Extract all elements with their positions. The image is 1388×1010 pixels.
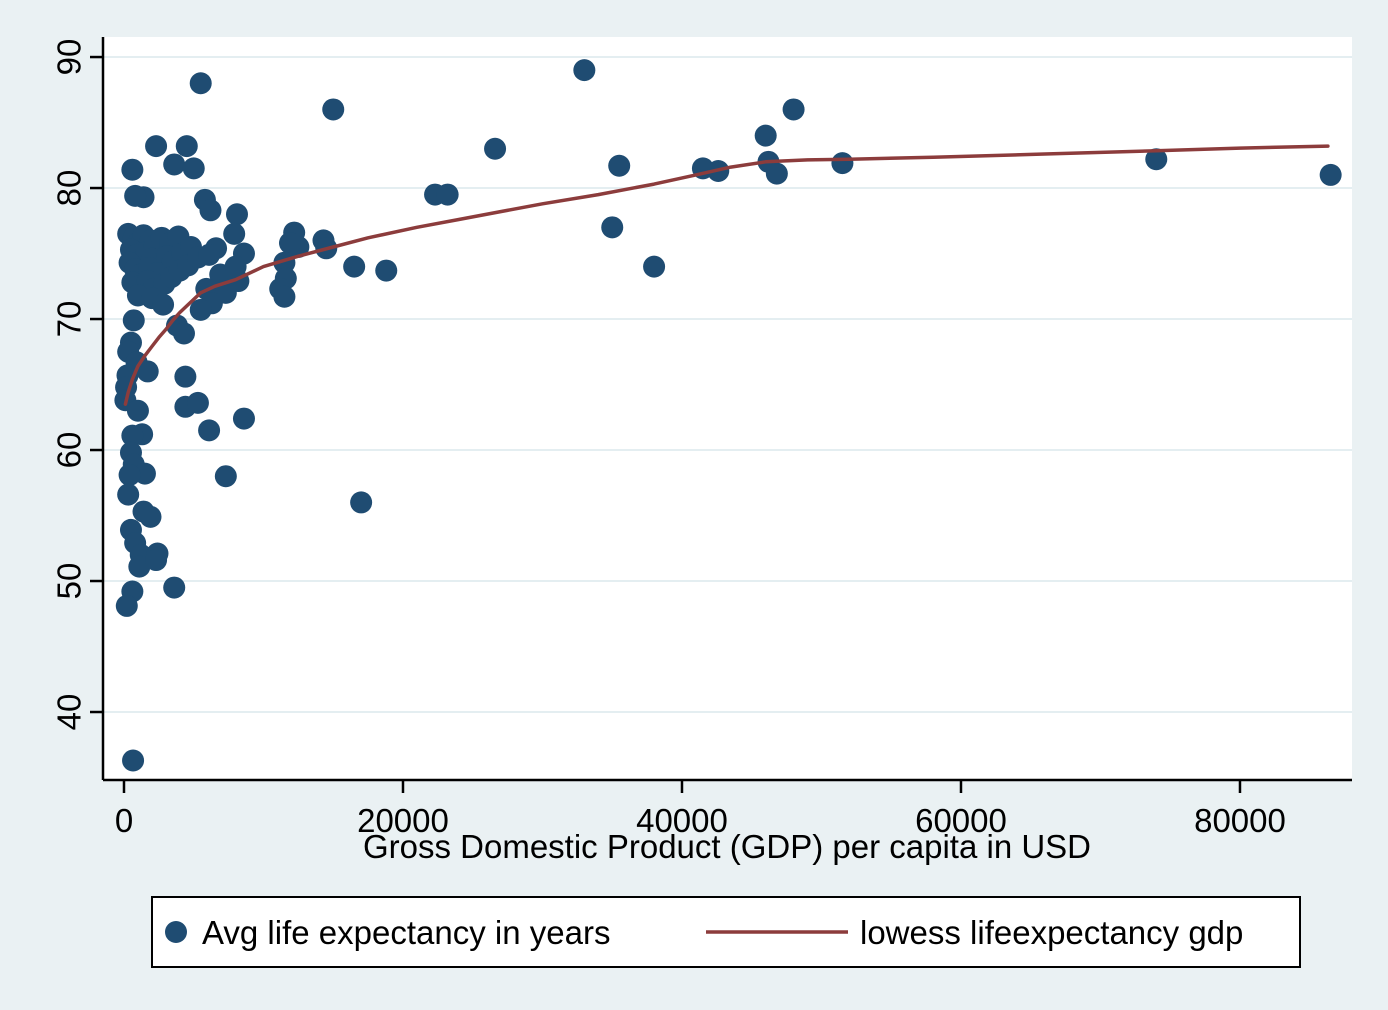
data-point: [128, 555, 151, 578]
data-point: [484, 137, 507, 160]
y-tick-label: 50: [51, 563, 88, 600]
data-point: [118, 463, 141, 486]
data-point: [139, 505, 162, 528]
legend-lowess-label: lowess lifeexpectancy gdp: [860, 914, 1243, 951]
data-point: [278, 232, 301, 255]
data-point: [754, 124, 777, 147]
lowess-line: [123, 144, 1330, 406]
data-point: [122, 749, 145, 772]
data-point: [186, 391, 209, 414]
data-point: [608, 154, 631, 177]
data-point: [601, 216, 624, 239]
data-point: [189, 298, 212, 321]
x-tick-label: 40000: [636, 802, 728, 839]
data-point: [225, 203, 248, 226]
x-tick-label: 20000: [357, 802, 449, 839]
data-point: [214, 465, 237, 488]
legend-scatter-label: Avg life expectancy in years: [202, 914, 610, 951]
x-tick-label: 0: [115, 802, 133, 839]
data-point: [198, 419, 221, 442]
data-point: [1319, 163, 1342, 186]
y-tick-label: 80: [51, 170, 88, 207]
data-point: [765, 162, 788, 185]
data-point: [163, 576, 186, 599]
data-point: [189, 72, 212, 95]
data-point: [232, 407, 255, 430]
y-tick-label: 70: [51, 301, 88, 338]
data-point: [126, 399, 149, 422]
axes: [90, 37, 1352, 793]
y-tick-label: 40: [51, 694, 88, 731]
legend-scatter-marker-icon: [165, 921, 187, 943]
data-point: [136, 360, 159, 383]
data-point: [145, 135, 168, 158]
data-point: [573, 59, 596, 82]
data-point: [350, 491, 373, 514]
gridlines: [103, 56, 1352, 714]
data-point: [198, 243, 221, 266]
data-point: [273, 285, 296, 308]
data-point: [182, 157, 205, 180]
data-point: [831, 152, 854, 175]
data-point: [643, 255, 666, 278]
data-point: [145, 549, 168, 572]
data-point: [322, 98, 345, 121]
data-point: [175, 135, 198, 158]
data-point: [163, 153, 186, 176]
x-tick-label: 60000: [915, 802, 1007, 839]
data-point: [782, 98, 805, 121]
y-tick-label: 60: [51, 432, 88, 469]
data-point: [121, 158, 144, 181]
x-axis-title: Gross Domestic Product (GDP) per capita …: [363, 828, 1091, 865]
data-point: [199, 199, 222, 222]
data-point: [121, 424, 144, 447]
data-point: [174, 365, 197, 388]
data-point: [436, 183, 459, 206]
data-point: [152, 293, 175, 316]
data-point: [172, 322, 195, 345]
data-point: [223, 222, 246, 245]
legend: Avg life expectancy in years lowess life…: [151, 896, 1301, 968]
data-point: [115, 594, 138, 617]
data-point: [122, 309, 145, 332]
tick-labels: 40 50 60 70 80 90 0 20000 40000 60000 80000: [51, 39, 1286, 839]
data-point: [1145, 148, 1168, 171]
data-point: [117, 483, 140, 506]
y-tick-label: 90: [51, 39, 88, 76]
plot-area: [103, 37, 1352, 780]
data-point: [343, 255, 366, 278]
data-point: [124, 184, 147, 207]
x-tick-label: 80000: [1194, 802, 1286, 839]
data-point: [375, 259, 398, 282]
data-layer: [114, 59, 1342, 772]
